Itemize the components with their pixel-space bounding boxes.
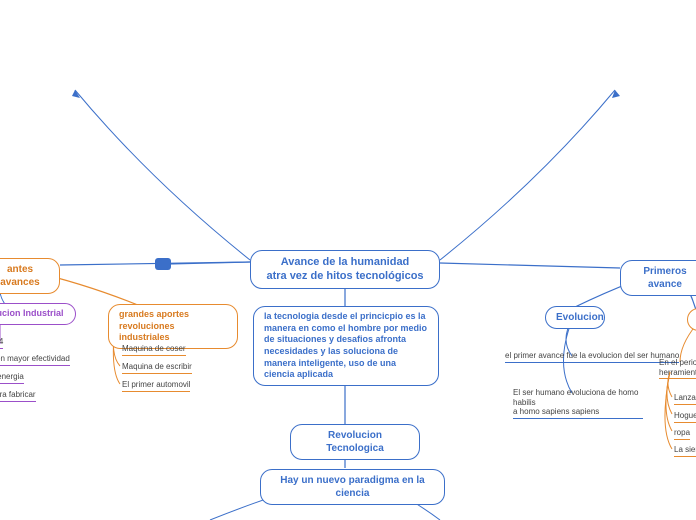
leaf-lanza: Lanza (674, 393, 696, 405)
central-line1: Avance de la humanidad (261, 255, 429, 269)
central-node[interactable]: Avance de la humanidad atra vez de hitos… (250, 250, 440, 289)
leaf-periodo: En el periodo herramientas (659, 358, 696, 379)
revolucion-tecnologica-node[interactable]: Revolucion Tecnologica (290, 424, 420, 460)
leaf-ropa: ropa (674, 428, 690, 440)
central-line2: atra vez de hitos tecnológicos (261, 269, 429, 283)
paradigma-node[interactable]: Hay un nuevo paradigma en la ciencia (260, 469, 445, 505)
leaf-escribir: Maquina de escribir (122, 362, 192, 374)
leaf-efectividad: zanzaron mayor efectividad (0, 354, 70, 366)
primeros-avances-node[interactable]: Primeros avance (620, 260, 696, 296)
leaf-energia: de energia (0, 372, 24, 384)
p-node[interactable]: P (687, 308, 696, 331)
leaf-siembra: La siemb (674, 445, 696, 457)
leaf-fabricar: es para fabricar (0, 390, 36, 402)
revolucion-industrial-node[interactable]: olucion Industrial (0, 303, 76, 325)
leaf-auto: El primer automovil (122, 380, 190, 392)
definition-node[interactable]: la tecnologia desde el princicpio es la … (253, 306, 439, 386)
leaf-coser: Maquina de coser (122, 344, 186, 356)
grandes-aportes-node[interactable]: grandes aportes revoluciones industriale… (108, 304, 238, 349)
leaf-hoguera: Hoguera (674, 411, 696, 423)
leaf-homo-habilis: El ser humano evoluciona de homo habilis… (513, 388, 643, 419)
evolucion-node[interactable]: Evolucion (545, 306, 605, 329)
collapse-marker[interactable] (155, 258, 171, 270)
leaf-914: 914 (0, 337, 3, 349)
leaf-primer-avance: el primer avance fue la evolucion del se… (505, 351, 679, 363)
antes-avances-node[interactable]: antes avances (0, 258, 60, 294)
